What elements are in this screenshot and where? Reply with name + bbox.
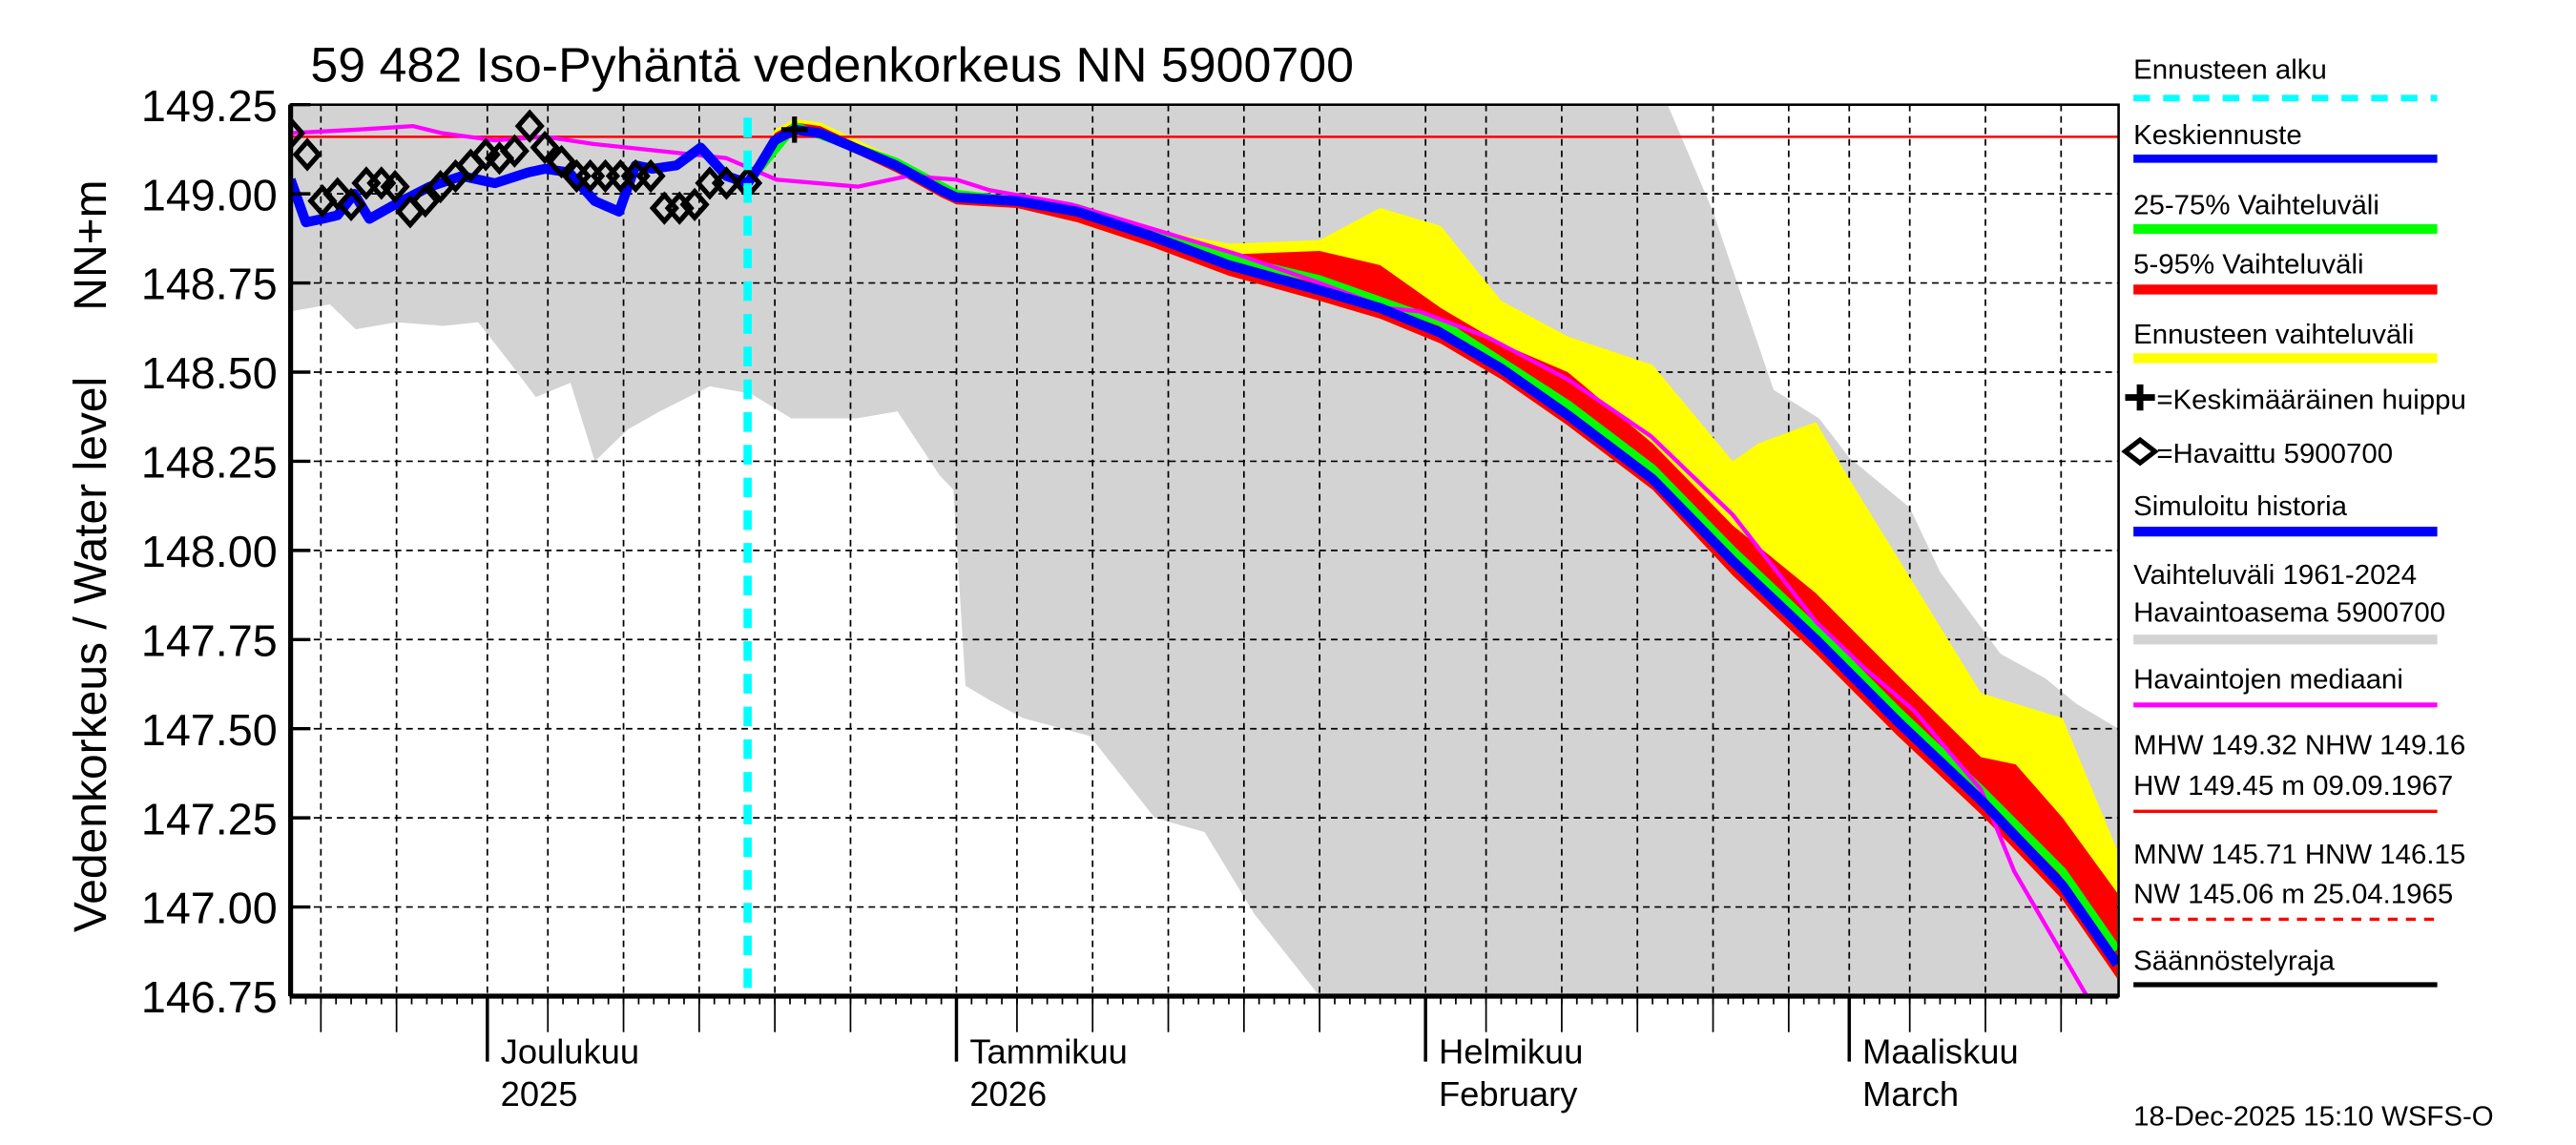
plus-icon: [2125, 384, 2155, 411]
y-tick-label: 147.00: [141, 884, 278, 933]
x-month-label: Maaliskuu: [1862, 1031, 2019, 1071]
observed-point: [336, 187, 366, 221]
observed-point: [292, 137, 322, 172]
y-tick-label: 146.75: [141, 972, 278, 1022]
observed-point: [380, 170, 410, 204]
legend-observed: =Havaittu 5900700: [2156, 438, 2393, 469]
forecast-range-band: [747, 118, 2118, 979]
y-axis-label: Vedenkorkeus / Water level: [65, 377, 116, 932]
y-tick-label: 147.75: [141, 616, 278, 666]
median-line: [290, 124, 2089, 996]
legend-regulation-limit: Säännöstelyraja: [2133, 946, 2336, 977]
y-tick-label: 148.75: [141, 260, 278, 309]
observed-point: [605, 158, 635, 194]
y-tick-label: 148.00: [141, 527, 278, 576]
y-tick-label: 148.25: [141, 438, 278, 488]
plot-area: [288, 103, 2120, 999]
legend-mean-forecast: Keskiennuste: [2133, 119, 2302, 151]
observed-point: [499, 134, 530, 168]
observed-point: [351, 166, 382, 200]
observed-point: [410, 183, 441, 219]
x-month-label: Joulukuu: [501, 1031, 639, 1071]
observed-point: [530, 130, 560, 165]
plot-content: [290, 104, 2119, 996]
observed-point: [290, 115, 306, 151]
y-tick-label: 149.25: [141, 81, 278, 131]
legend-range-25-75: 25-75% Vaihteluväli: [2133, 190, 2379, 221]
observed-point: [590, 158, 621, 194]
y-tick-label: 148.50: [141, 348, 278, 398]
x-month-label: Tammikuu: [969, 1031, 1128, 1071]
x-month-sublabel: February: [1439, 1074, 1577, 1114]
legend-low-values-2: NW 145.06 m 25.04.1965: [2133, 878, 2453, 909]
observed-point: [366, 166, 397, 200]
observed-point: [561, 158, 592, 194]
x-month-sublabel: 2025: [501, 1074, 578, 1114]
mean-peak-marker: [780, 116, 808, 143]
y-tick-label: 147.50: [141, 705, 278, 755]
legend-history-range-1: Vaihteluväli 1961-2024: [2133, 559, 2417, 591]
legend-high-values-1: MHW 149.32 NHW 149.16: [2133, 729, 2465, 760]
legend: Ennusteen alku Keskiennuste 25-75% Vaiht…: [2121, 53, 2466, 988]
observed-point: [514, 109, 545, 143]
legend-median: Havaintojen mediaani: [2133, 664, 2403, 696]
observed-point: [470, 137, 501, 172]
legend-range-5-95: 5-95% Vaihteluväli: [2133, 248, 2363, 280]
mean-forecast-line: [743, 124, 2119, 968]
observed-point: [664, 191, 695, 225]
observed-point: [679, 187, 710, 221]
observed-point: [546, 144, 577, 179]
diamond-icon: [2121, 436, 2159, 467]
observed-point: [635, 158, 666, 194]
legend-simulated: Simuloitu historia: [2133, 490, 2348, 522]
legend-low-values-1: MNW 145.71 HNW 146.15: [2133, 839, 2465, 870]
legend-forecast-start: Ennusteen alku: [2133, 53, 2327, 85]
y-axis: 149.25 149.00 148.75 148.50 148.25 148.00 147.…: [141, 81, 311, 1022]
chart-title: 59 482 Iso-Pyhäntä vedenkorkeus NN 59007…: [310, 37, 1354, 93]
y-tick-label: 147.25: [141, 794, 278, 843]
y-axis-unit-label: NN+m: [65, 179, 116, 310]
x-month-label: Helmikuu: [1439, 1031, 1583, 1071]
observed-point: [695, 166, 725, 200]
observed-point: [649, 191, 679, 225]
legend-high-values-2: HW 149.45 m 09.09.1967: [2133, 770, 2453, 802]
observed-point: [575, 158, 606, 194]
legend-forecast-range: Ennusteen vaihteluväli: [2133, 319, 2414, 350]
legend-history-range-2: Havaintoasema 5900700: [2133, 597, 2445, 629]
y-tick-label: 149.00: [141, 170, 278, 219]
x-month-sublabel: 2026: [969, 1074, 1047, 1114]
observed-point: [620, 158, 651, 194]
legend-mean-peak: =Keskimääräinen huippu: [2156, 385, 2465, 416]
x-month-sublabel: March: [1862, 1074, 1959, 1114]
timestamp: 18-Dec-2025 15:10 WSFS-O: [2133, 1101, 2494, 1133]
